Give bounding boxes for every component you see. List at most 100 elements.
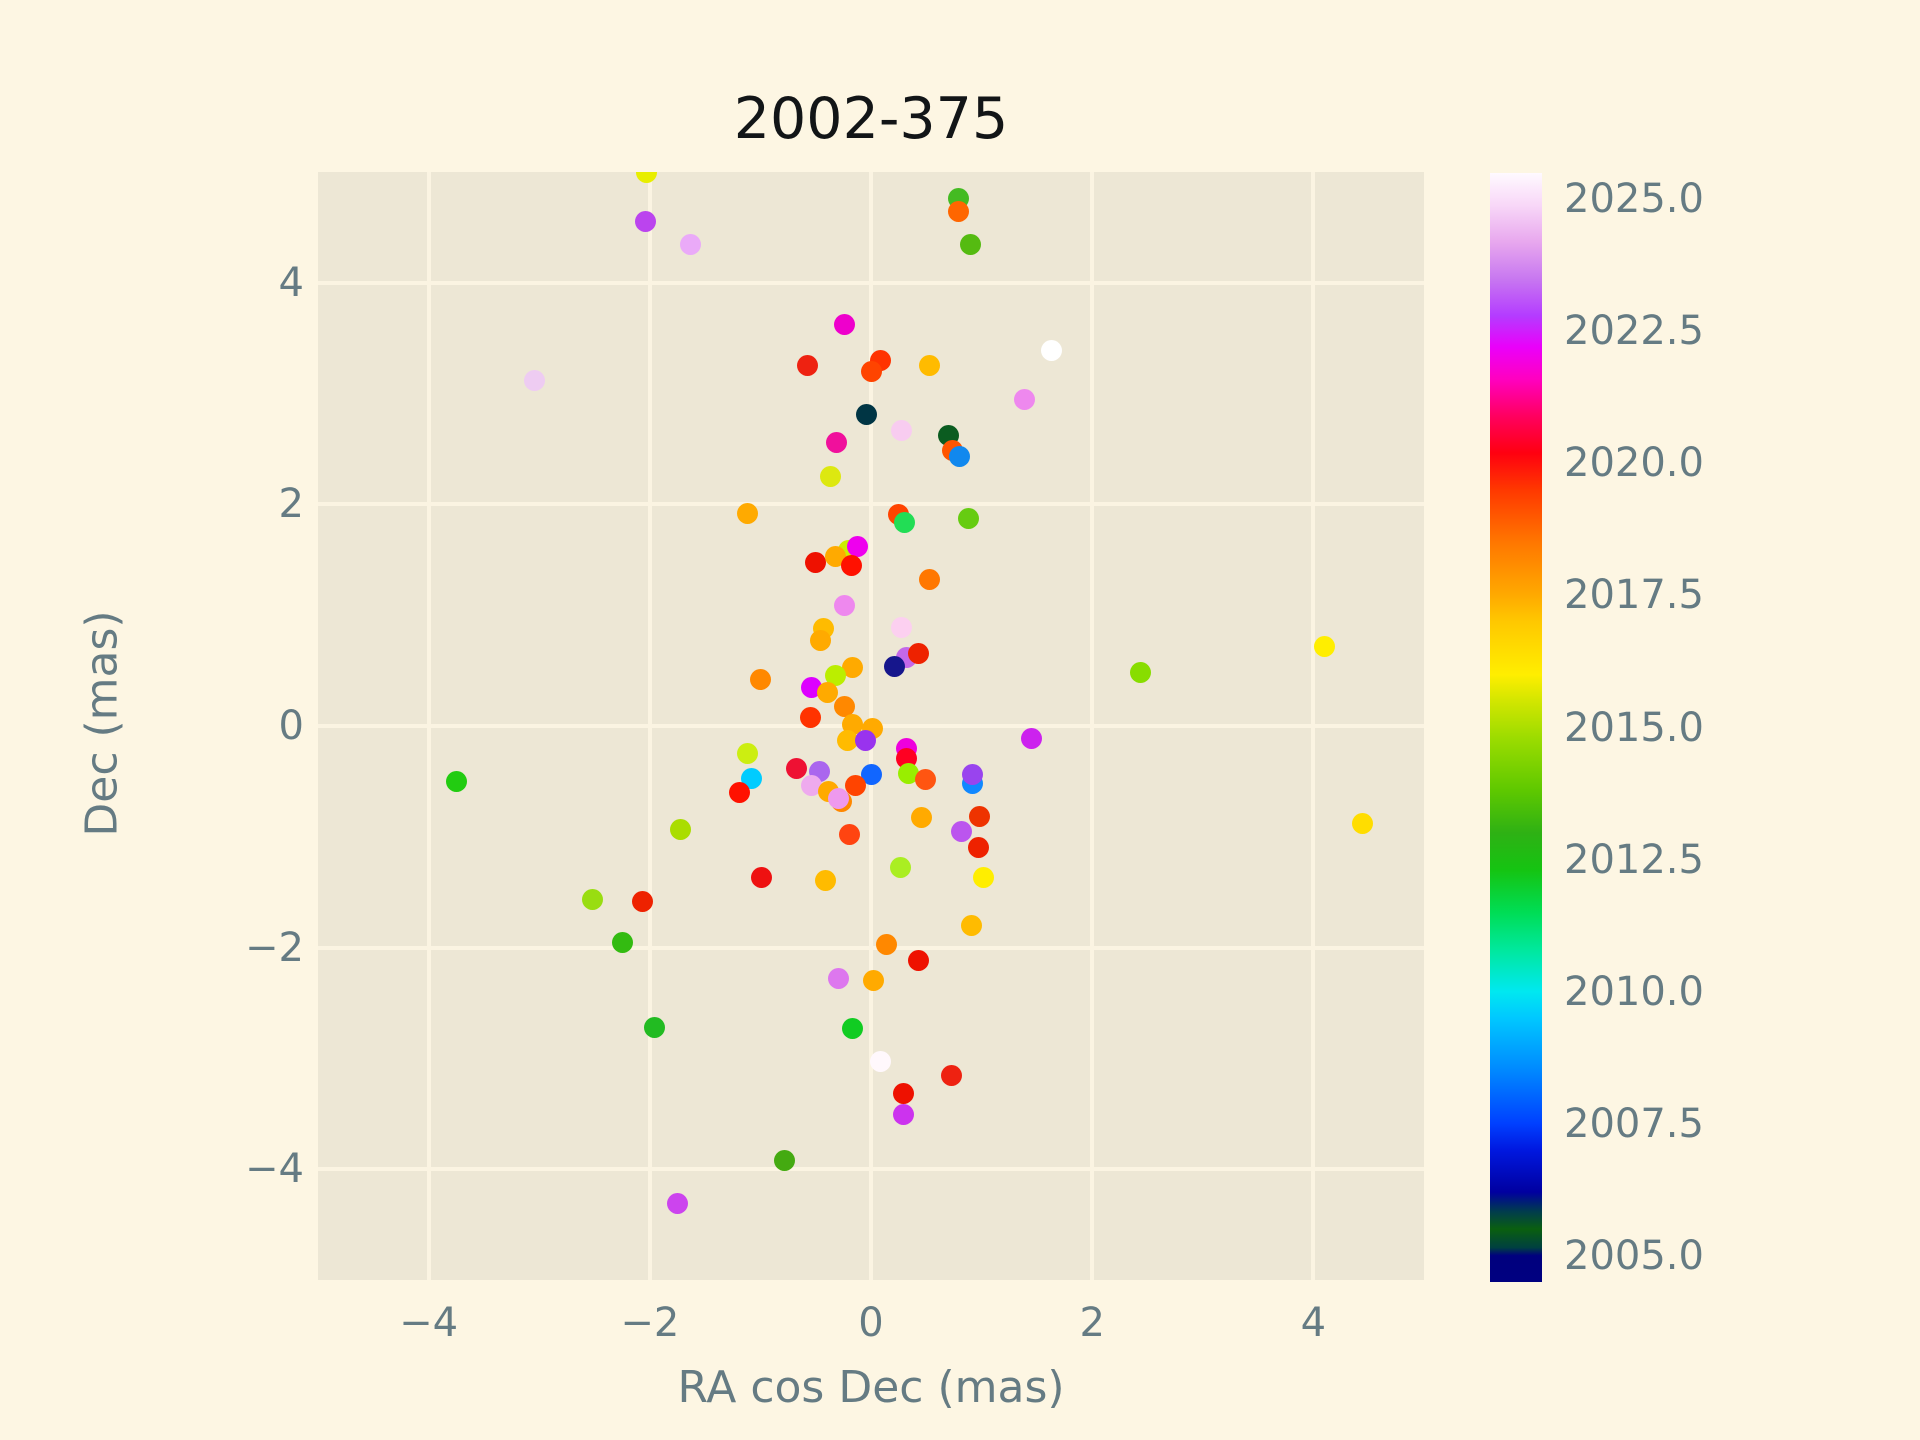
scatter-point bbox=[908, 950, 930, 972]
scatter-point bbox=[951, 820, 973, 842]
scatter-point bbox=[805, 551, 827, 573]
scatter-point bbox=[799, 706, 821, 728]
scatter-point bbox=[841, 656, 863, 678]
scatter-point bbox=[967, 837, 989, 859]
scatter-point bbox=[524, 369, 546, 391]
y-tick-label: 2 bbox=[278, 481, 304, 528]
scatter-point bbox=[828, 787, 850, 809]
y-gridline bbox=[318, 1167, 1424, 1172]
scatter-point bbox=[736, 743, 758, 765]
scatter-point bbox=[837, 729, 859, 751]
colorbar-tick-label: 2012.5 bbox=[1564, 836, 1704, 883]
scatter-point bbox=[839, 824, 861, 846]
scatter-point bbox=[815, 869, 837, 891]
scatter-point bbox=[862, 970, 884, 992]
x-axis-label: RA cos Dec (mas) bbox=[677, 1362, 1065, 1413]
scatter-point bbox=[914, 768, 936, 790]
scatter-point bbox=[1040, 339, 1062, 361]
scatter-point bbox=[728, 781, 750, 803]
scatter-point bbox=[833, 695, 855, 717]
scatter-point bbox=[809, 630, 831, 652]
scatter-point bbox=[890, 857, 912, 879]
x-tick-label: −4 bbox=[399, 1300, 459, 1346]
scatter-point bbox=[919, 569, 941, 591]
colorbar-tick-label: 2007.5 bbox=[1564, 1100, 1704, 1147]
scatter-point bbox=[908, 643, 930, 665]
scatter-point bbox=[941, 1064, 963, 1086]
scatter-point bbox=[786, 757, 808, 779]
scatter-point bbox=[828, 968, 850, 990]
scatter-point bbox=[445, 770, 467, 792]
colorbar bbox=[1490, 173, 1542, 1282]
scatter-point bbox=[1351, 813, 1373, 834]
scatter-point bbox=[898, 763, 920, 785]
scatter-point bbox=[666, 1193, 688, 1215]
scatter-point bbox=[883, 655, 905, 677]
scatter-point bbox=[860, 360, 882, 382]
scatter-point bbox=[840, 554, 862, 576]
colorbar-tick-label: 2020.0 bbox=[1564, 440, 1704, 487]
scatter-point bbox=[741, 767, 763, 789]
scatter-point bbox=[961, 914, 983, 936]
colorbar-tick-label: 2010.0 bbox=[1564, 968, 1704, 1015]
y-tick-label: 0 bbox=[278, 703, 304, 749]
plot-title: 2002-375 bbox=[733, 86, 1009, 152]
scatter-point bbox=[911, 807, 933, 829]
scatter-point bbox=[680, 233, 702, 255]
scatter-point bbox=[631, 890, 653, 912]
scatter-point bbox=[611, 931, 633, 953]
scatter-point bbox=[892, 1104, 914, 1126]
scatter-point bbox=[1130, 662, 1152, 684]
scatter-point bbox=[891, 419, 913, 441]
scatter-point bbox=[948, 446, 970, 468]
scatter-point bbox=[736, 502, 758, 524]
scatter-point bbox=[670, 818, 692, 840]
scatter-point bbox=[860, 764, 882, 786]
y-tick-label: −2 bbox=[245, 924, 304, 971]
colorbar-tick-label: 2025.0 bbox=[1564, 176, 1704, 223]
scatter-point bbox=[833, 314, 855, 336]
colorbar-tick-label: 2017.5 bbox=[1564, 572, 1704, 619]
scatter-point bbox=[973, 867, 995, 889]
y-gridline bbox=[318, 945, 1424, 950]
scatter-point bbox=[749, 668, 771, 690]
plot-area bbox=[318, 172, 1424, 1280]
y-axis-label: Dec (mas) bbox=[76, 610, 128, 837]
scatter-point bbox=[893, 511, 915, 533]
y-tick-label: −4 bbox=[245, 1146, 304, 1193]
scatter-point bbox=[817, 682, 839, 704]
scatter-point bbox=[875, 933, 897, 955]
colorbar-tick-label: 2005.0 bbox=[1564, 1232, 1704, 1279]
scatter-point bbox=[960, 233, 982, 255]
y-tick-label: 4 bbox=[278, 259, 304, 306]
y-gridline bbox=[318, 502, 1424, 507]
scatter-point bbox=[643, 1016, 665, 1038]
scatter-point bbox=[774, 1149, 796, 1171]
scatter-point bbox=[870, 1051, 892, 1073]
scatter-point bbox=[1313, 635, 1335, 657]
scatter-point bbox=[634, 211, 656, 233]
scatter-point bbox=[581, 889, 603, 911]
scatter-point bbox=[751, 867, 772, 889]
colorbar-tick-label: 2022.5 bbox=[1564, 308, 1704, 355]
x-tick-label: 2 bbox=[1079, 1300, 1105, 1346]
scatter-point bbox=[800, 676, 822, 698]
scatter-point bbox=[856, 404, 878, 426]
scatter-point bbox=[968, 806, 990, 828]
scatter-point bbox=[847, 536, 869, 557]
scatter-point bbox=[957, 508, 979, 530]
scatter-point bbox=[797, 355, 819, 377]
scatter-point bbox=[854, 729, 876, 751]
scatter-point bbox=[825, 664, 847, 686]
scatter-point bbox=[841, 1017, 863, 1039]
x-tick-label: −2 bbox=[620, 1300, 680, 1346]
scatter-point bbox=[819, 466, 841, 488]
colorbar-tick-label: 2015.0 bbox=[1564, 704, 1704, 751]
x-tick-label: 4 bbox=[1300, 1300, 1327, 1346]
scatter-point bbox=[845, 775, 867, 797]
scatter-point bbox=[962, 764, 984, 786]
y-gridline bbox=[318, 280, 1424, 285]
scatter-point bbox=[1014, 388, 1036, 410]
scatter-point bbox=[826, 431, 848, 453]
